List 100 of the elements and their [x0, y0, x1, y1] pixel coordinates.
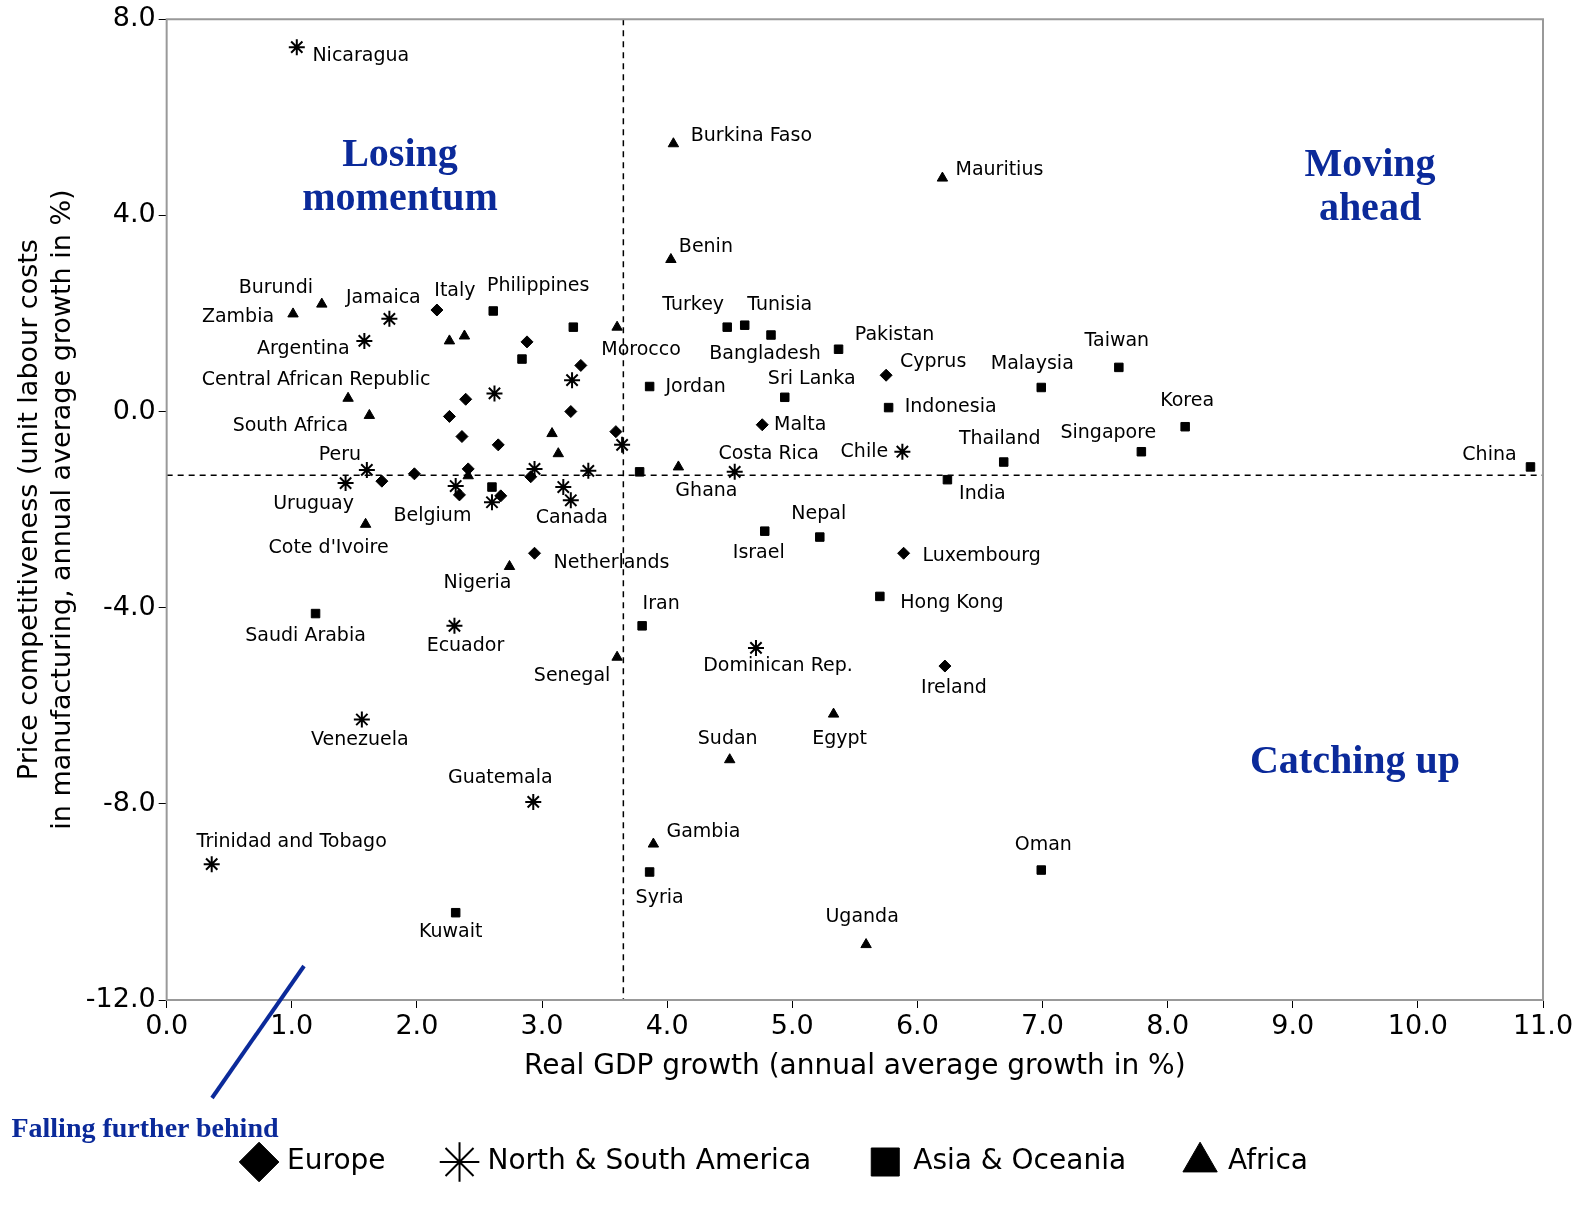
point — [755, 418, 769, 432]
point — [445, 616, 464, 635]
annotation: Sudan — [697, 725, 758, 748]
point — [579, 461, 598, 480]
point — [287, 307, 299, 318]
point — [491, 438, 505, 452]
point — [634, 467, 645, 477]
point — [458, 329, 471, 340]
annotation: Malaysia — [990, 351, 1074, 374]
point — [724, 753, 736, 764]
point — [524, 470, 538, 484]
point — [746, 638, 765, 657]
y-tick-label: -8.0 — [102, 785, 156, 817]
point — [897, 546, 911, 560]
point — [482, 493, 501, 512]
point — [520, 335, 534, 349]
point — [525, 459, 544, 478]
point — [487, 482, 497, 492]
point — [1525, 462, 1536, 472]
annotation: Iran — [642, 590, 680, 613]
x-tick-label: 7.0 — [1021, 1009, 1064, 1041]
point — [459, 392, 473, 406]
point — [766, 330, 776, 340]
annotation: Saudi Arabia — [245, 622, 366, 645]
annotation: Cyprus — [899, 349, 967, 372]
annotation: Losing momentum — [302, 130, 498, 219]
annotation: Chile — [840, 438, 889, 461]
annotation: South Africa — [232, 413, 349, 436]
point — [488, 306, 498, 316]
point — [552, 447, 564, 458]
point — [287, 38, 306, 57]
point — [352, 710, 371, 729]
annotation: Israel — [732, 540, 785, 563]
point — [942, 474, 953, 485]
point — [613, 435, 632, 454]
point — [938, 659, 952, 673]
annotation: Canada — [535, 505, 608, 528]
annotation: China — [1462, 441, 1517, 464]
annotation: Uruguay — [273, 491, 354, 514]
point — [611, 320, 623, 331]
annotation: Hong Kong — [900, 590, 1004, 613]
annotation: India — [959, 480, 1006, 503]
annotation: Cote d'Ivoire — [268, 535, 389, 558]
annotation: Korea — [1160, 387, 1215, 410]
point — [375, 474, 389, 488]
point — [644, 381, 655, 392]
annotation: Dominican Rep. — [703, 652, 853, 675]
annotation: Zambia — [201, 303, 275, 326]
x-tick-label: 5.0 — [770, 1009, 814, 1041]
point — [760, 526, 770, 536]
point — [725, 462, 744, 481]
annotation: Pakistan — [854, 322, 935, 345]
annotation: Oman — [1014, 831, 1072, 854]
annotation: Guatemala — [447, 764, 553, 787]
point — [667, 137, 680, 148]
point — [860, 938, 872, 949]
point — [450, 907, 461, 918]
point — [430, 303, 444, 317]
annotation: Italy — [434, 277, 476, 300]
point — [380, 309, 399, 328]
point — [455, 430, 469, 444]
point — [202, 855, 221, 874]
annotation: Nicaragua — [312, 43, 410, 66]
annotation: Venezuela — [311, 727, 409, 750]
annotation: Belgium — [393, 502, 472, 525]
point — [546, 427, 558, 438]
annotation: Moving ahead — [1304, 140, 1436, 229]
annotation: Thailand — [957, 425, 1041, 448]
point — [609, 425, 623, 439]
annotation: Benin — [678, 234, 733, 257]
annotation: Kuwait — [418, 918, 483, 941]
point — [827, 707, 840, 718]
y-tick-label: 8.0 — [112, 1, 156, 33]
annotation: Philippines — [487, 272, 590, 295]
point — [780, 392, 790, 403]
annotation: Bangladesh — [709, 340, 821, 363]
point — [1136, 446, 1147, 457]
annotation: Trinidad and Tobago — [195, 829, 387, 852]
point — [528, 546, 542, 560]
point — [722, 322, 732, 332]
point — [524, 792, 543, 811]
annotation: Jordan — [664, 374, 726, 397]
annotation: Turkey — [661, 292, 725, 315]
point — [363, 408, 376, 419]
annotation: Costa Rica — [718, 440, 819, 463]
annotation: Argentina — [257, 335, 350, 358]
annotation: Singapore — [1060, 419, 1157, 442]
annotation: Ecuador — [426, 632, 505, 655]
point — [503, 559, 516, 570]
point — [833, 344, 844, 354]
annotation: Indonesia — [904, 393, 997, 416]
annotation: Gambia — [666, 818, 741, 841]
point — [407, 467, 421, 481]
annotation: Morocco — [601, 337, 681, 360]
point — [1036, 382, 1046, 393]
y-tick-label: 0.0 — [112, 393, 156, 425]
legend-label: North & South America — [487, 1143, 812, 1177]
point — [637, 621, 647, 631]
y-tick-label: -4.0 — [102, 589, 156, 621]
annotation: Luxembourg — [922, 543, 1041, 566]
